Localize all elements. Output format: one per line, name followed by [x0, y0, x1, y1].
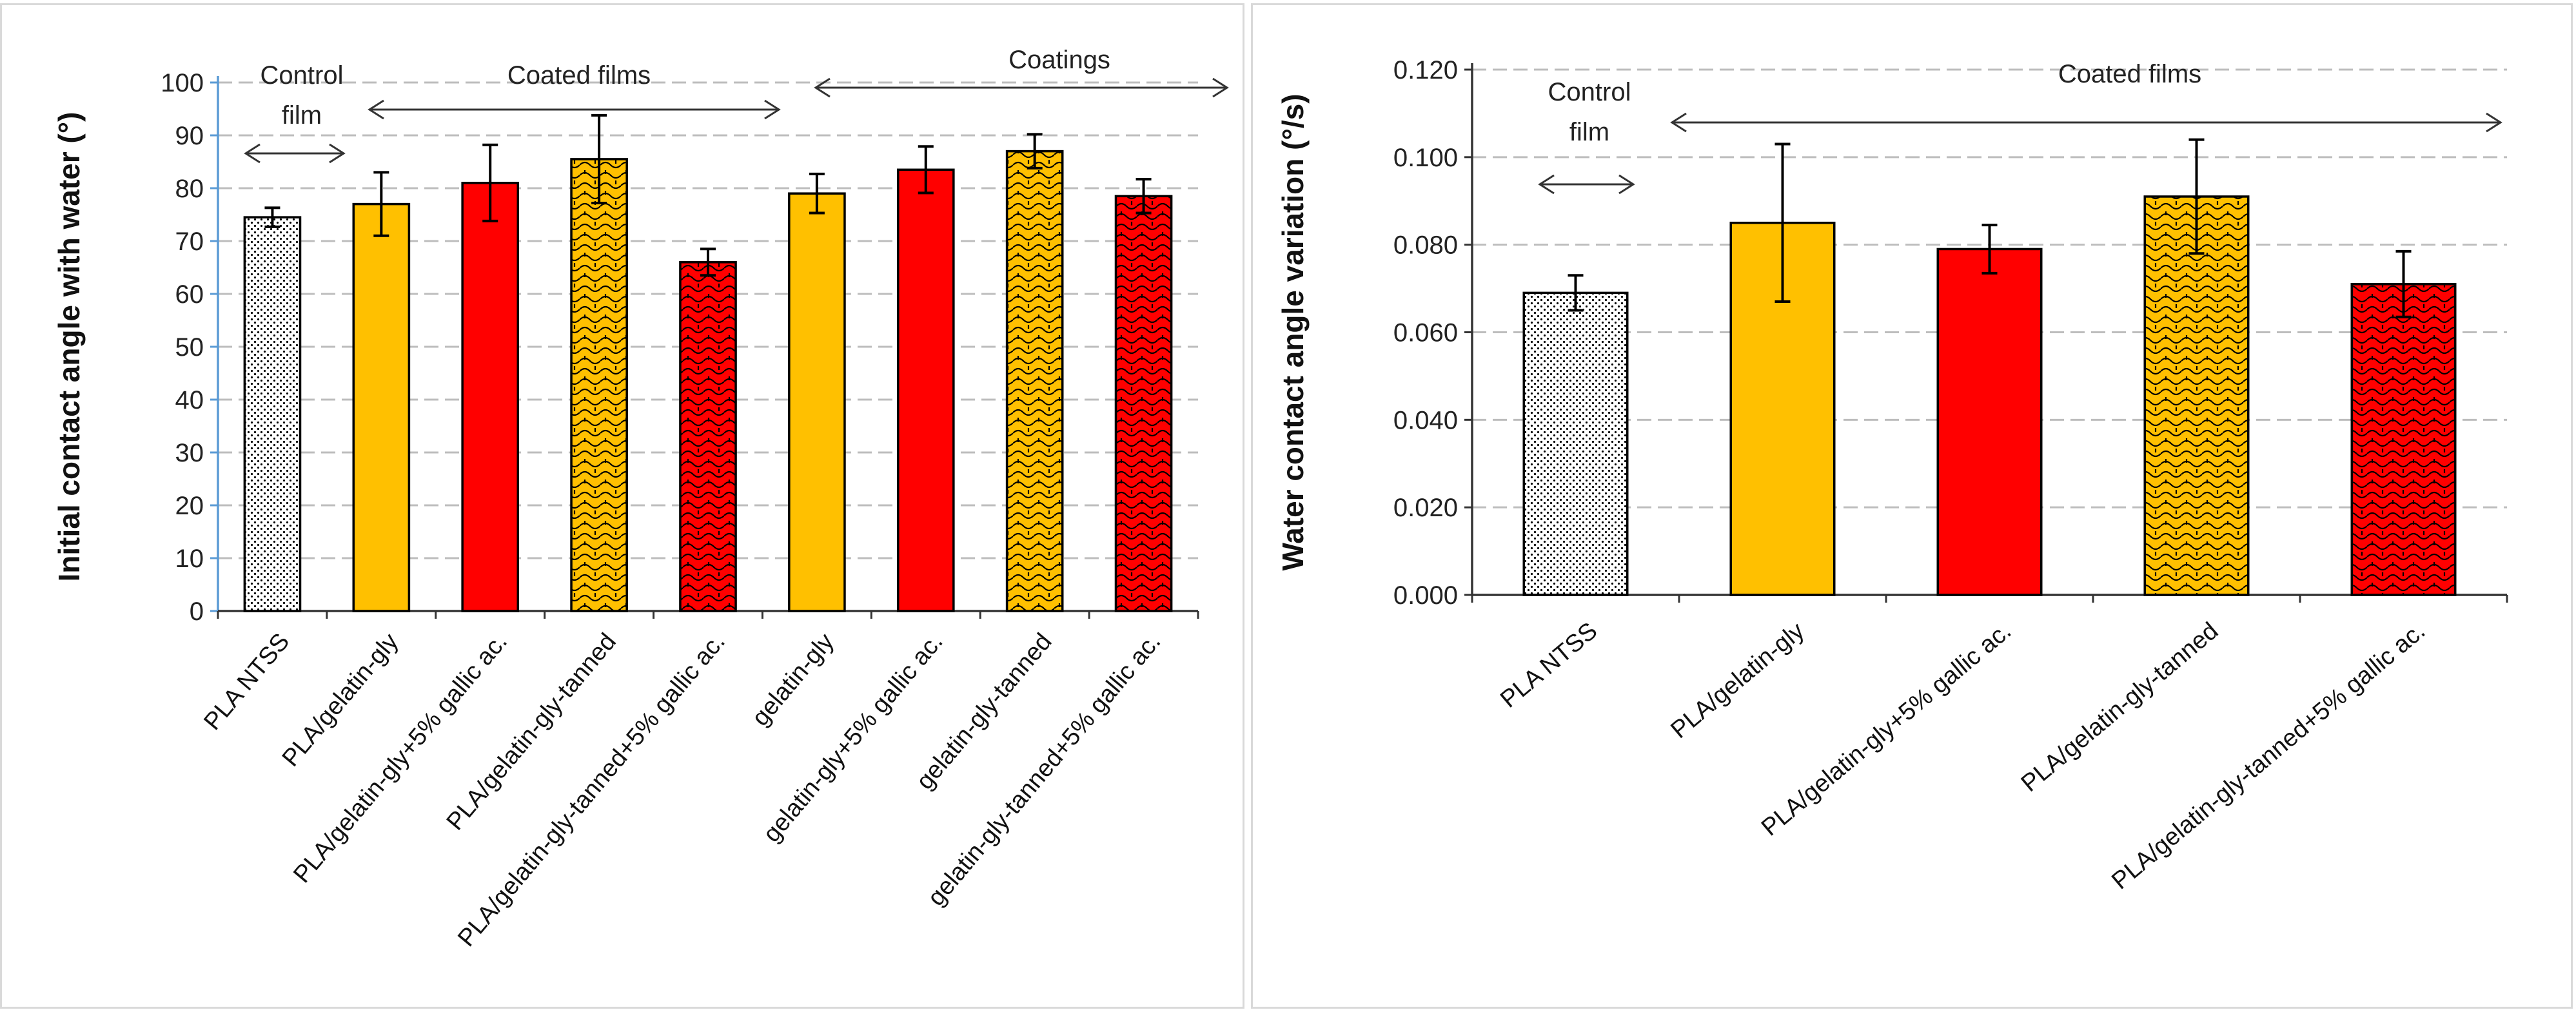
error-bar-pla-gelatin-gly	[373, 171, 389, 237]
y-tick-label: 0.120	[1393, 56, 1458, 84]
chart-panel-contact-angle-variation: 0.000 0.020 0.040 0.060 0.080 0.100 0.120 Water…	[1251, 3, 2573, 1009]
x-tick-label-pla-gelatin-gly-tanned: PLA/gelatin-gly-tanned	[2016, 617, 2224, 797]
chart-initial-contact-angle: 0 10 20 30 40 50 60 70 80 90 100 Initial contact an…	[52, 46, 1229, 952]
error-bar-pla-ntss	[1568, 274, 1584, 312]
annotation-coated-films: Coated films	[507, 61, 651, 90]
arrow-control-film	[1538, 174, 1635, 195]
y-tick-label: 100	[161, 69, 204, 97]
bar-pla-gelatin-gly-tanned	[570, 158, 628, 612]
y-tick-label: 80	[175, 175, 204, 203]
x-tick-label-pla-ntss: PLA NTSS	[1495, 617, 1602, 713]
y-tick-label: 40	[175, 386, 204, 414]
bar-pla-gelatin-gly-tanned-5-gallic-ac	[679, 261, 737, 612]
y-tick-label: 0	[190, 597, 204, 626]
y-tick-label: 0.060	[1393, 319, 1458, 347]
error-bar-gelatin-gly-tanned-5-gallic-ac	[1136, 178, 1152, 215]
error-bar-pla-ntss	[264, 206, 280, 228]
y-axis-label: Initial contact angle with water (°)	[52, 112, 86, 582]
error-bar-gelatin-gly-5-gallic-ac	[918, 145, 934, 195]
x-tick-label-pla-ntss: PLA NTSS	[199, 628, 295, 735]
y-tick-label: 60	[175, 280, 204, 309]
x-tick-label-pla-gelatin-gly: PLA/gelatin-gly	[1666, 617, 1809, 744]
arrow-control-film	[244, 143, 346, 164]
bar-pla-ntss	[1522, 291, 1629, 596]
x-tick-label-gelatin-gly-tanned-5-gallic-ac: gelatin-gly-tanned+5% gallic ac.	[923, 628, 1166, 911]
chart-panel-initial-contact-angle: 0 10 20 30 40 50 60 70 80 90 100 Initial contact an…	[0, 3, 1244, 1009]
y-tick-label: 0.000	[1393, 581, 1458, 610]
error-bar-pla-gelatin-gly-tanned	[2188, 138, 2205, 255]
y-tick-label: 0.040	[1393, 406, 1458, 434]
bar-pla-gelatin-gly	[352, 202, 411, 612]
x-tick-label-gelatin-gly: gelatin-gly	[747, 628, 840, 732]
x-tick-label-pla-gelatin-gly-tanned-5-gallic-ac: PLA/gelatin-gly-tanned+5% gallic ac.	[2107, 617, 2430, 895]
y-tick-label: 70	[175, 228, 204, 256]
annotation-coated-films: Coated films	[2058, 60, 2201, 88]
x-tick-label-gelatin-gly-5-gallic-ac: gelatin-gly+5% gallic ac.	[758, 628, 949, 848]
bar-gelatin-gly	[788, 192, 846, 612]
y-tick-label: 0.100	[1393, 144, 1458, 172]
y-tick-label: 30	[175, 439, 204, 467]
annotation-control-film: Control film	[1548, 78, 1631, 146]
x-tick-label-pla-gelatin-gly-5-gallic-ac: PLA/gelatin-gly+5% gallic ac.	[288, 628, 513, 888]
error-bar-pla-gelatin-gly	[1775, 142, 1791, 303]
arrow-coatings	[814, 77, 1229, 98]
bar-gelatin-gly-tanned	[1005, 150, 1064, 612]
bar-gelatin-gly-5-gallic-ac	[896, 168, 955, 612]
error-bar-gelatin-gly-tanned	[1027, 133, 1043, 170]
y-axis-label: Water contact angle variation (°/s)	[1276, 93, 1310, 570]
x-tick-label-pla-gelatin-gly: PLA/gelatin-gly	[277, 628, 404, 772]
error-bar-gelatin-gly	[809, 172, 825, 215]
y-tick-label: 0.080	[1393, 231, 1458, 260]
bar-pla-gelatin-gly-tanned-5-gallic-ac	[2350, 283, 2457, 596]
y-tick-label: 10	[175, 545, 204, 573]
bar-pla-gelatin-gly-tanned	[2143, 195, 2250, 596]
arrow-coated-films	[1670, 112, 2502, 133]
chart-contact-angle-variation: 0.000 0.020 0.040 0.060 0.080 0.100 0.120 Water…	[1276, 56, 2508, 895]
error-bar-pla-gelatin-gly-5-gallic-ac	[482, 143, 498, 222]
error-bar-pla-gelatin-gly-tanned	[591, 113, 607, 204]
annotation-coatings: Coatings	[1008, 46, 1110, 74]
x-tick-label-pla-gelatin-gly-5-gallic-ac: PLA/gelatin-gly+5% gallic ac.	[1756, 617, 2016, 842]
bar-gelatin-gly-tanned-5-gallic-ac	[1114, 195, 1173, 612]
y-tick-label: 0.020	[1393, 494, 1458, 522]
y-tick-label: 90	[175, 122, 204, 150]
error-bar-pla-gelatin-gly-5-gallic-ac	[1981, 224, 1998, 275]
arrow-coated-films	[368, 99, 781, 120]
error-bar-pla-gelatin-gly-tanned-5-gallic-ac	[700, 247, 716, 277]
bar-pla-gelatin-gly-5-gallic-ac	[461, 182, 520, 612]
annotation-control-film: Control film	[261, 61, 344, 130]
bar-pla-ntss	[243, 216, 302, 612]
y-tick-label: 50	[175, 333, 204, 362]
bar-pla-gelatin-gly-5-gallic-ac	[1936, 247, 2043, 596]
error-bar-pla-gelatin-gly-tanned-5-gallic-ac	[2395, 249, 2412, 318]
y-tick-label: 20	[175, 492, 204, 520]
